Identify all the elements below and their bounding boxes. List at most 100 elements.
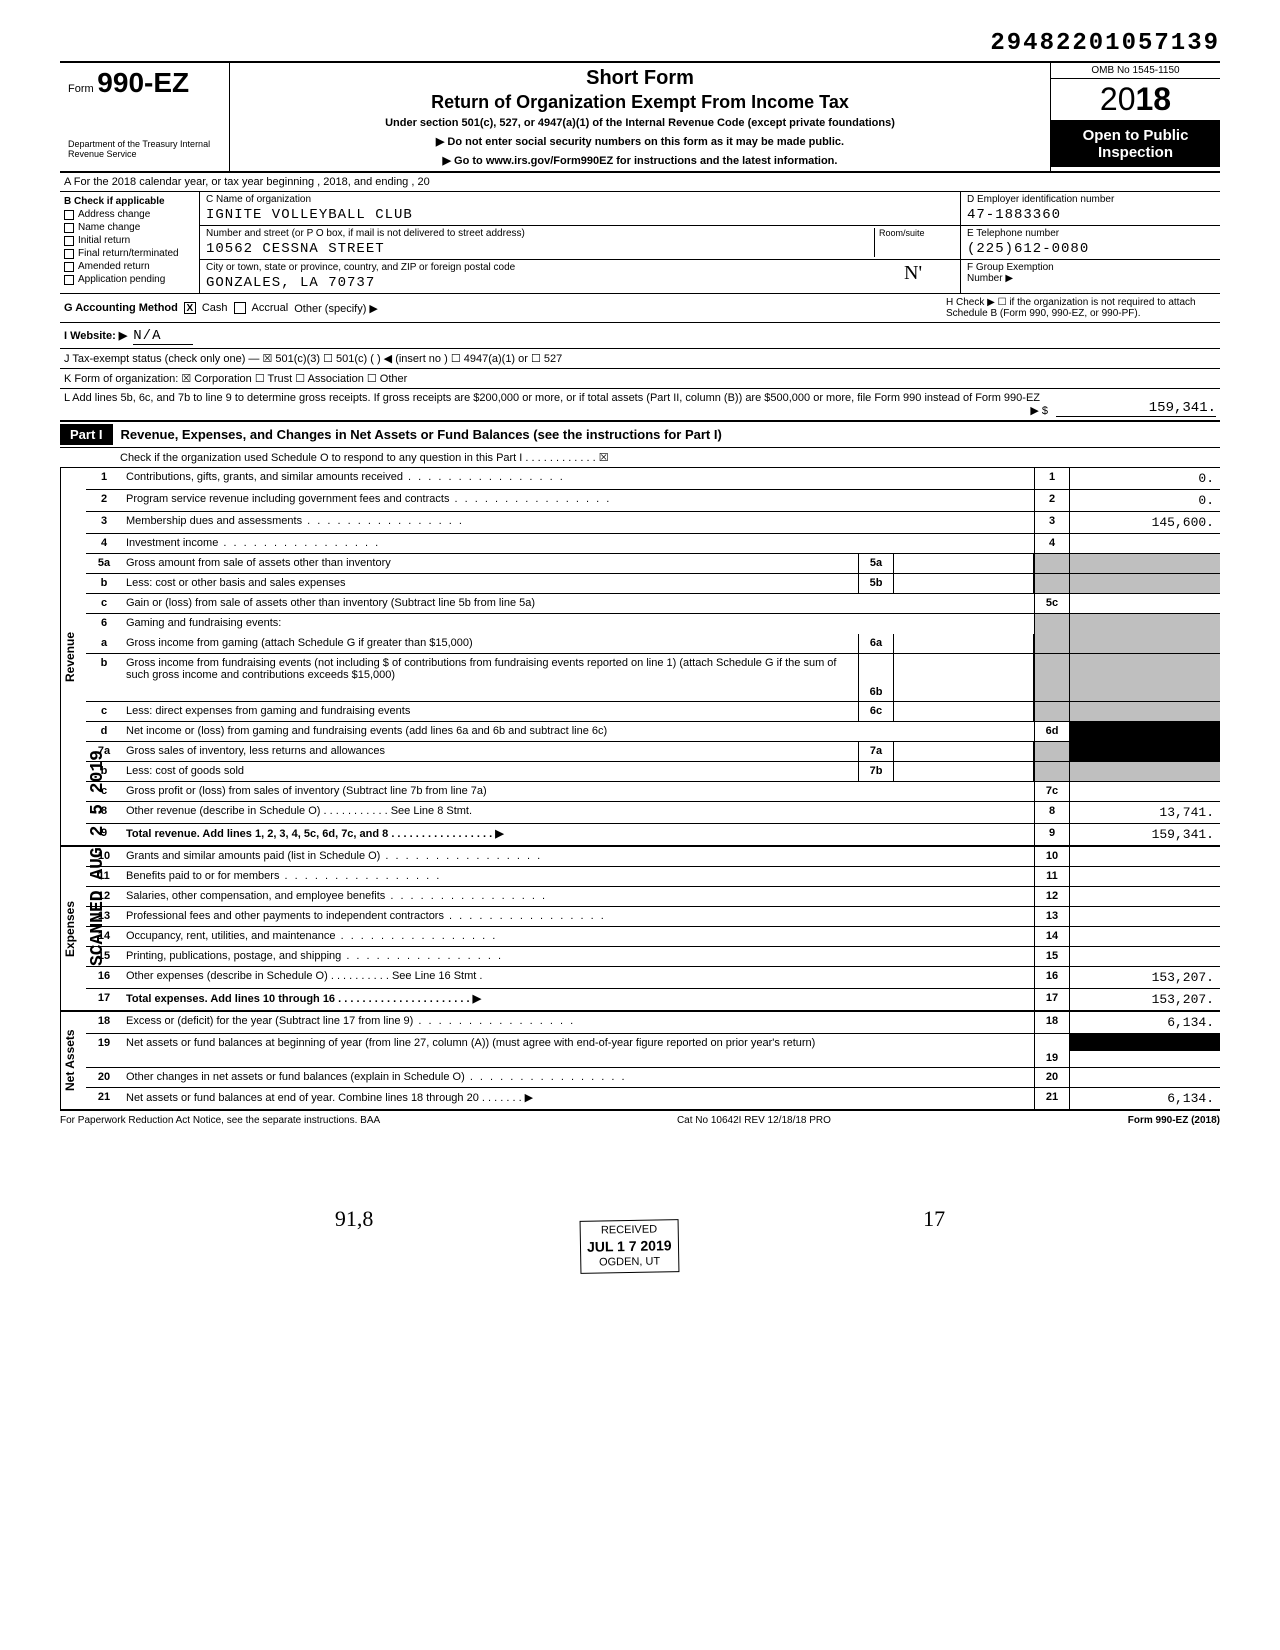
dept-treasury: Department of the Treasury Internal Reve… [68,139,238,159]
part-1-tag: Part I [60,424,113,445]
ln14-desc: Occupancy, rent, utilities, and maintena… [122,927,1034,946]
ln21-val: 6,134. [1070,1088,1220,1109]
side-label-net: Net Assets [60,1012,86,1109]
ln6b-rn [1034,654,1070,701]
received-l3: OGDEN, UT [587,1255,672,1271]
ln14-rn: 14 [1034,927,1070,946]
checkbox-address-change[interactable] [64,210,74,220]
ln7b-rn [1034,762,1070,781]
ln6a-ival [894,634,1034,653]
ln13-rn: 13 [1034,907,1070,926]
checkbox-name-change[interactable] [64,223,74,233]
ln9-rn: 9 [1034,824,1070,845]
ln16-num: 16 [86,967,122,988]
checkbox-accrual[interactable] [234,302,246,314]
label-group-number: Number ▶ [967,273,1214,284]
label-name-change: Name change [78,222,140,233]
ln16-val: 153,207. [1070,967,1220,988]
form-prefix: Form [68,83,94,95]
ln6d-num: d [86,722,122,741]
ln6c-desc: Less: direct expenses from gaming and fu… [122,702,858,721]
revenue-section: Revenue 1Contributions, gifts, grants, a… [60,468,1220,847]
ln5a-rn [1034,554,1070,573]
omb-number: OMB No 1545-1150 [1051,63,1220,79]
ln7c-desc: Gross profit or (loss) from sales of inv… [122,782,1034,801]
dln-number: 29482201057139 [60,30,1220,57]
ln6-val [1070,614,1220,634]
ein-value: 47-1883360 [967,207,1214,223]
ln15-desc: Printing, publications, postage, and shi… [122,947,1034,966]
ln7c-rn: 7c [1034,782,1070,801]
ln9-val: 159,341. [1070,824,1220,845]
ln6b-val [1070,654,1220,701]
ln7b-val [1070,762,1220,781]
ln11-desc: Benefits paid to or for members [122,867,1034,886]
hand-initial: N' [894,262,954,291]
label-amended: Amended return [78,261,150,272]
row-l-gross-receipts: L Add lines 5b, 6c, and 7b to line 9 to … [60,389,1220,422]
ln5c-rn: 5c [1034,594,1070,613]
ln5b-num: b [86,574,122,593]
checkbox-cash[interactable]: X [184,302,196,314]
row-i-website: I Website: ▶ N/A [60,323,1220,349]
ln2-num: 2 [86,490,122,511]
ln6c-ival [894,702,1034,721]
ln21-desc: Net assets or fund balances at end of ye… [122,1088,1034,1109]
ln4-val [1070,534,1220,553]
ln20-num: 20 [86,1068,122,1087]
ln13-desc: Professional fees and other payments to … [122,907,1034,926]
row-l-value: 159,341. [1056,400,1216,417]
handwriting-1: 91,8 [335,1206,374,1232]
ln7b-desc: Less: cost of goods sold [122,762,858,781]
ln18-rn: 18 [1034,1012,1070,1033]
city-state-zip: GONZALES, LA 70737 [206,275,894,291]
subtitle: Under section 501(c), 527, or 4947(a)(1)… [238,117,1042,129]
ln7a-val [1070,742,1220,761]
org-name: IGNITE VOLLEYBALL CLUB [206,207,954,223]
row-a-tax-year: A For the 2018 calendar year, or tax yea… [60,173,1220,192]
ln5b-ival [894,574,1034,593]
row-j-tax-status: J Tax-exempt status (check only one) — ☒… [60,349,1220,369]
ln13-val [1070,907,1220,926]
ln7a-rn [1034,742,1070,761]
ln7a-ival [894,742,1034,761]
label-org-name: C Name of organization [206,194,954,205]
ln19-rn: 19 [1034,1034,1070,1067]
checkbox-final-return[interactable] [64,249,74,259]
ln21-rn: 21 [1034,1088,1070,1109]
expenses-section: Expenses 10Grants and similar amounts pa… [60,847,1220,1012]
label-accounting: G Accounting Method [64,302,178,314]
ln8-desc: Other revenue (describe in Schedule O) .… [122,802,1034,823]
ln9-desc: Total revenue. Add lines 1, 2, 3, 4, 5c,… [122,824,1034,845]
footer-right: Form 990-EZ (2018) [1128,1115,1220,1126]
ln6-desc: Gaming and fundraising events: [122,614,1034,634]
checkbox-initial-return[interactable] [64,236,74,246]
ln1-num: 1 [86,468,122,489]
checkbox-amended[interactable] [64,262,74,272]
ln5c-val [1070,594,1220,613]
ln2-desc: Program service revenue including govern… [122,490,1034,511]
ln5a-in: 5a [858,554,894,573]
ln6c-in: 6c [858,702,894,721]
ln2-rn: 2 [1034,490,1070,511]
ln5a-val [1070,554,1220,573]
ln1-desc: Contributions, gifts, grants, and simila… [122,468,1034,489]
ln12-val [1070,887,1220,906]
ln6-rn [1034,614,1070,634]
label-room: Room/suite [874,228,954,257]
open-public-badge: Open to Public Inspection [1051,121,1220,167]
entity-info-grid: B Check if applicable Address change Nam… [60,192,1220,294]
label-city: City or town, state or province, country… [206,262,894,273]
ln16-rn: 16 [1034,967,1070,988]
ln5c-num: c [86,594,122,613]
form-header: Form 990-EZ Department of the Treasury I… [60,61,1220,173]
ln12-rn: 12 [1034,887,1070,906]
checkbox-pending[interactable] [64,275,74,285]
label-initial-return: Initial return [78,235,130,246]
label-phone: E Telephone number [967,228,1214,239]
ln6b-ival [894,654,1034,701]
label-final-return: Final return/terminated [78,248,179,259]
ln8-rn: 8 [1034,802,1070,823]
ln3-desc: Membership dues and assessments [122,512,1034,533]
ln5b-desc: Less: cost or other basis and sales expe… [122,574,858,593]
